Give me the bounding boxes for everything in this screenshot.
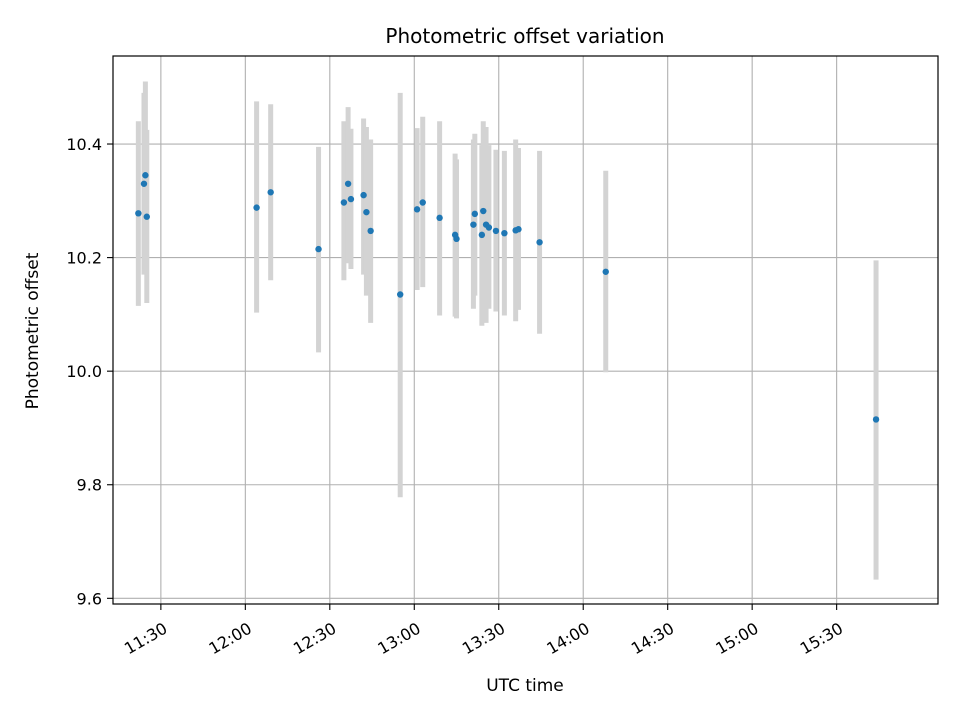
data-point <box>453 235 460 243</box>
data-point <box>340 199 348 206</box>
x-tick-label: 14:00 <box>543 619 592 659</box>
data-point <box>471 210 479 218</box>
x-axis-label: UTC time <box>486 676 564 696</box>
x-tick-label: 11:30 <box>121 619 170 659</box>
x-tick-label: 15:00 <box>712 619 761 659</box>
data-point <box>492 227 500 235</box>
data-point <box>347 195 355 203</box>
data-point <box>360 191 367 199</box>
data-point <box>367 227 374 235</box>
y-tick-label: 9.6 <box>77 589 102 608</box>
x-tick-label: 13:00 <box>374 619 423 659</box>
y-tick-label: 10.2 <box>66 249 102 268</box>
data-point <box>485 224 493 231</box>
data-point <box>602 268 609 275</box>
x-tick-label: 13:30 <box>459 619 508 659</box>
data-point <box>478 231 486 239</box>
grid <box>113 56 938 604</box>
y-tick-label: 10.4 <box>66 135 102 154</box>
data-point <box>872 416 880 423</box>
data-point <box>142 172 149 179</box>
plot-frame <box>112 55 939 605</box>
y-axis-ticks: 9.6 9.8 10.0 10.2 10.4 <box>66 135 113 608</box>
data-point <box>501 229 508 237</box>
x-tick-label: 15:30 <box>797 619 846 659</box>
x-axis-ticks: 11:30 12:00 12:30 13:00 13:30 14:00 14:30 15:00… <box>121 604 846 658</box>
data-point <box>436 214 443 222</box>
data-point <box>344 180 352 187</box>
data-point <box>363 208 370 216</box>
x-tick-label: 14:30 <box>628 619 677 659</box>
data-points <box>135 172 880 423</box>
chart-title: Photometric offset variation <box>385 24 664 48</box>
data-point <box>253 204 260 211</box>
data-point <box>315 245 322 253</box>
data-point <box>140 180 148 187</box>
data-point <box>515 226 522 233</box>
data-point <box>419 199 426 206</box>
error-bars <box>135 81 879 580</box>
data-point <box>413 206 421 213</box>
y-axis-label: Photometric offset <box>23 252 43 409</box>
data-point <box>480 207 487 215</box>
x-tick-label: 12:30 <box>290 619 339 659</box>
data-point <box>143 213 150 220</box>
y-tick-label: 10.0 <box>66 362 102 381</box>
data-point <box>135 210 142 217</box>
data-point <box>267 189 274 196</box>
data-point <box>536 239 543 246</box>
x-tick-label: 12:00 <box>206 619 255 659</box>
y-tick-label: 9.8 <box>77 476 102 495</box>
data-point <box>397 291 404 298</box>
data-point <box>470 221 477 228</box>
